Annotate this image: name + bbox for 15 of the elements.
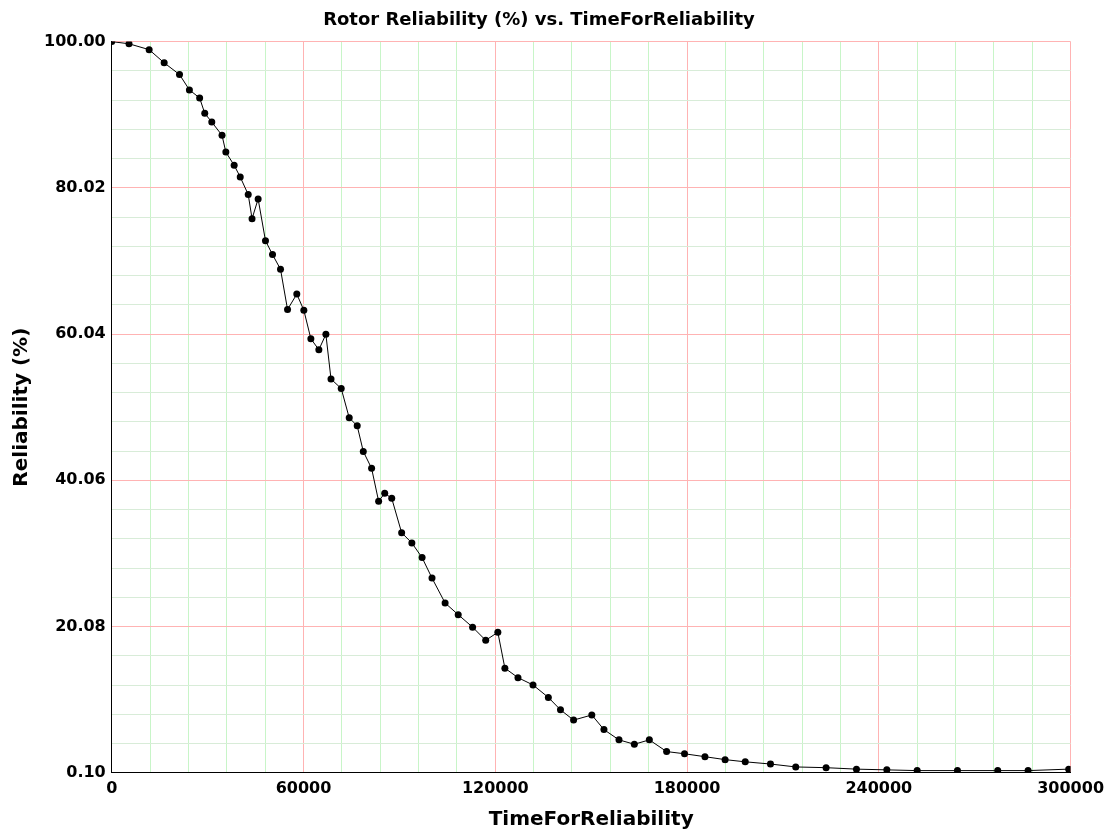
- y-tick-label: 60.04: [55, 323, 106, 343]
- x-tick-label: 240000: [845, 777, 913, 797]
- y-tick-label: 100.00: [43, 30, 106, 50]
- y-tick-label: 80.02: [55, 177, 106, 196]
- y-axis-title: Reliability (%): [8, 327, 33, 487]
- chart-title: Rotor Reliability (%) vs. TimeForReliability: [323, 8, 756, 30]
- x-tick-label: 0: [106, 777, 118, 797]
- x-tick-label: 180000: [653, 777, 721, 797]
- x-tick-label: 60000: [275, 777, 332, 797]
- x-tick-label: 120000: [461, 777, 529, 797]
- y-tick-label: 0.10: [66, 761, 106, 781]
- x-tick-label: 300000: [1037, 777, 1104, 797]
- x-axis-title: TimeForReliability: [488, 806, 694, 831]
- y-tick-label: 20.08: [55, 615, 106, 635]
- y-tick-label: 40.06: [55, 469, 106, 489]
